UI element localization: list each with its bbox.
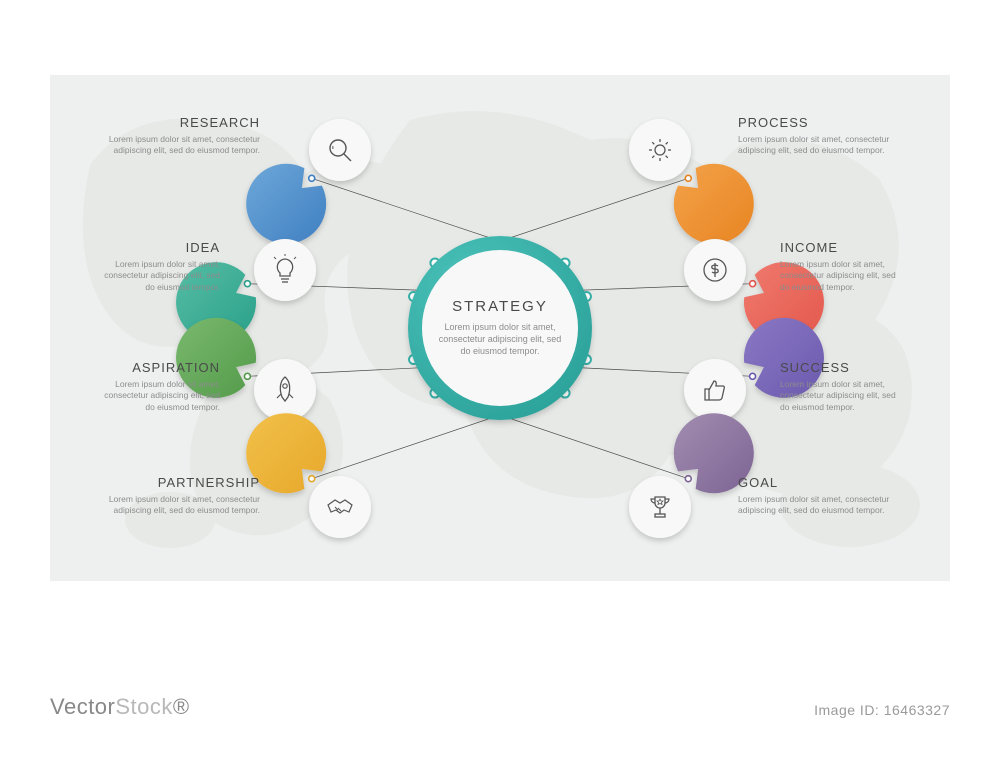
node-research-text: RESEARCH Lorem ipsum dolor sit amet, cons… xyxy=(95,115,260,157)
watermark-prefix: Vector xyxy=(50,694,115,719)
node-research-text-label: RESEARCH xyxy=(95,115,260,130)
node-income-text-body: Lorem ipsum dolor sit amet, consectetur … xyxy=(780,259,905,293)
node-process-text-body: Lorem ipsum dolor sit amet, consectetur … xyxy=(738,134,903,157)
node-success-text-body: Lorem ipsum dolor sit amet, consectetur … xyxy=(780,379,905,413)
node-partnership-text-label: PARTNERSHIP xyxy=(95,475,260,490)
center-text: STRATEGY Lorem ipsum dolor sit amet, cons… xyxy=(434,298,566,357)
node-research xyxy=(246,119,371,244)
node-goal-text-label: GOAL xyxy=(738,475,903,490)
node-goal xyxy=(629,413,754,538)
node-income-text: INCOME Lorem ipsum dolor sit amet, consec… xyxy=(780,240,905,293)
node-partnership xyxy=(246,413,371,538)
center-body: Lorem ipsum dolor sit amet, consectetur … xyxy=(434,321,566,357)
node-success-text-label: SUCCESS xyxy=(780,360,905,375)
node-goal-text: GOAL Lorem ipsum dolor sit amet, consecte… xyxy=(738,475,903,517)
node-goal-text-body: Lorem ipsum dolor sit amet, consectetur … xyxy=(738,494,903,517)
node-partnership-text: PARTNERSHIP Lorem ipsum dolor sit amet, c… xyxy=(95,475,260,517)
node-idea-text-body: Lorem ipsum dolor sit amet, consectetur … xyxy=(95,259,220,293)
center-title: STRATEGY xyxy=(434,298,566,315)
node-income-text-label: INCOME xyxy=(780,240,905,255)
node-partnership-text-body: Lorem ipsum dolor sit amet, consectetur … xyxy=(95,494,260,517)
node-aspiration-text: ASPIRATION Lorem ipsum dolor sit amet, co… xyxy=(95,360,220,413)
node-idea-text-label: IDEA xyxy=(95,240,220,255)
node-research-text-body: Lorem ipsum dolor sit amet, consectetur … xyxy=(95,134,260,157)
node-aspiration-text-body: Lorem ipsum dolor sit amet, consectetur … xyxy=(95,379,220,413)
node-idea-text: IDEA Lorem ipsum dolor sit amet, consecte… xyxy=(95,240,220,293)
watermark-suffix: Stock xyxy=(115,694,173,719)
node-process-text: PROCESS Lorem ipsum dolor sit amet, conse… xyxy=(738,115,903,157)
node-success-text: SUCCESS Lorem ipsum dolor sit amet, conse… xyxy=(780,360,905,413)
node-aspiration-text-label: ASPIRATION xyxy=(95,360,220,375)
node-process xyxy=(629,119,754,244)
image-id: Image ID: 16463327 xyxy=(814,702,950,718)
page: RESEARCH Lorem ipsum dolor sit amet, cons… xyxy=(0,0,1000,780)
watermark: VectorStock® xyxy=(50,694,190,720)
node-process-text-label: PROCESS xyxy=(738,115,903,130)
